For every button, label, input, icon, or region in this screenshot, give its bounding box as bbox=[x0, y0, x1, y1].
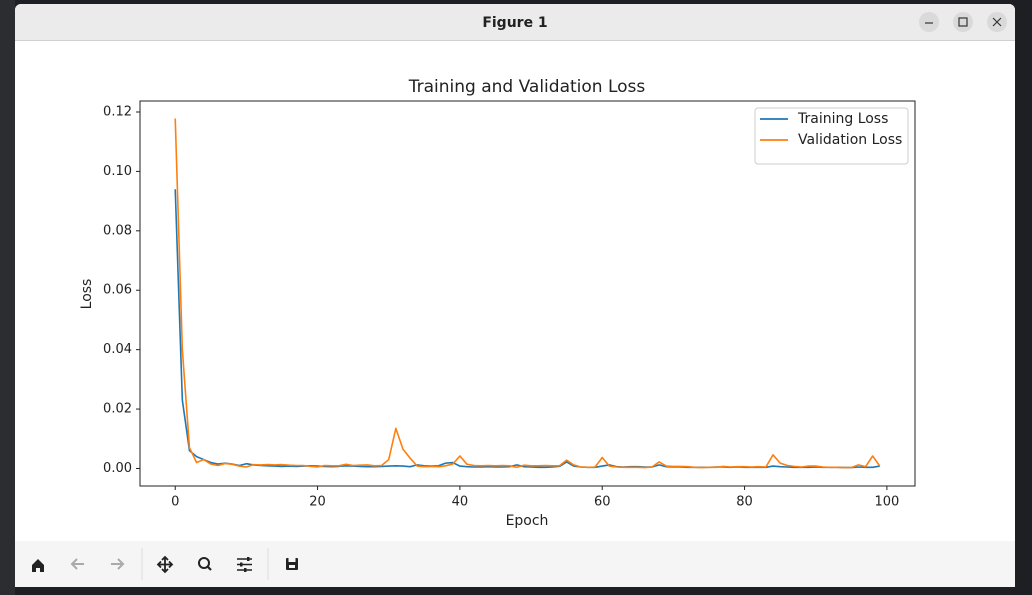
x-axis-label: Epoch bbox=[506, 513, 549, 529]
x-tick-label: 100 bbox=[874, 495, 899, 510]
x-tick-label: 0 bbox=[171, 495, 179, 510]
forward-button[interactable] bbox=[111, 558, 125, 570]
line-series bbox=[174, 118, 881, 469]
x-tick-label: 20 bbox=[309, 495, 326, 510]
y-tick-label: 0.10 bbox=[103, 164, 132, 179]
x-tick-label: 40 bbox=[452, 495, 469, 510]
window-title: Figure 1 bbox=[482, 15, 547, 31]
back-button[interactable] bbox=[70, 558, 84, 570]
plot-frame bbox=[139, 100, 916, 487]
legend-label: Training Loss bbox=[797, 111, 888, 127]
minimize-button[interactable] bbox=[919, 12, 939, 32]
chart-title: Training and Validation Loss bbox=[408, 77, 646, 97]
y-tick-label: 0.00 bbox=[103, 461, 132, 476]
zoom-button[interactable] bbox=[198, 557, 212, 571]
y-tick-label: 0.02 bbox=[103, 402, 132, 417]
y-tick-label: 0.08 bbox=[103, 223, 132, 238]
y-tick-label: 0.06 bbox=[103, 283, 132, 298]
pan-button[interactable] bbox=[156, 555, 174, 574]
side-strip bbox=[0, 0, 15, 595]
configure-button[interactable] bbox=[237, 557, 252, 572]
maximize-button[interactable] bbox=[953, 12, 973, 32]
figure: Training and Validation Loss Epoch Loss bbox=[79, 77, 645, 529]
x-tick-label: 80 bbox=[736, 495, 753, 510]
title-bar bbox=[15, 4, 1015, 40]
close-button[interactable] bbox=[987, 12, 1007, 32]
y-tick-label: 0.12 bbox=[103, 104, 132, 119]
toolbar bbox=[15, 541, 1015, 587]
save-button[interactable] bbox=[286, 558, 298, 570]
home-button[interactable] bbox=[32, 559, 44, 572]
y-tick-label: 0.04 bbox=[103, 342, 132, 357]
legend-label: Validation Loss bbox=[798, 132, 902, 148]
x-tick-label: 60 bbox=[594, 495, 611, 510]
legend-box bbox=[754, 107, 909, 165]
y-axis-label: Loss bbox=[79, 279, 95, 310]
